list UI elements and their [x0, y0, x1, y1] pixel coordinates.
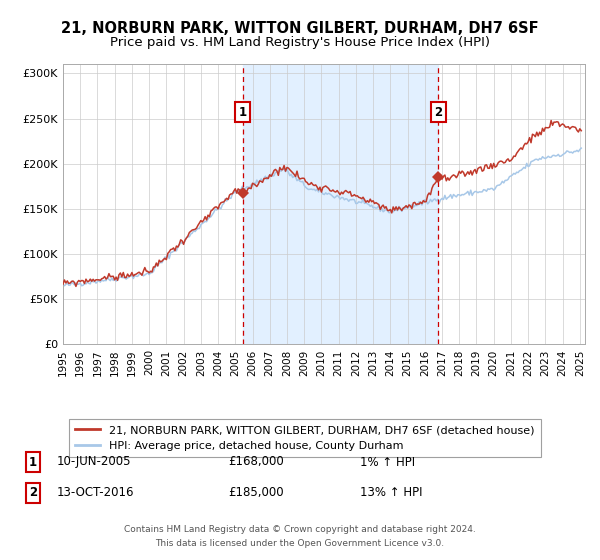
Text: 1% ↑ HPI: 1% ↑ HPI: [360, 455, 415, 469]
Text: Price paid vs. HM Land Registry's House Price Index (HPI): Price paid vs. HM Land Registry's House …: [110, 36, 490, 49]
Text: £168,000: £168,000: [228, 455, 284, 469]
Text: This data is licensed under the Open Government Licence v3.0.: This data is licensed under the Open Gov…: [155, 539, 445, 548]
Text: 10-JUN-2005: 10-JUN-2005: [57, 455, 131, 469]
Text: 1: 1: [239, 105, 247, 119]
Text: £185,000: £185,000: [228, 486, 284, 500]
Text: 21, NORBURN PARK, WITTON GILBERT, DURHAM, DH7 6SF: 21, NORBURN PARK, WITTON GILBERT, DURHAM…: [61, 21, 539, 36]
Legend: 21, NORBURN PARK, WITTON GILBERT, DURHAM, DH7 6SF (detached house), HPI: Average: 21, NORBURN PARK, WITTON GILBERT, DURHAM…: [68, 418, 541, 458]
Bar: [243, 64, 438, 344]
Text: 13% ↑ HPI: 13% ↑ HPI: [360, 486, 422, 500]
Text: 13-OCT-2016: 13-OCT-2016: [57, 486, 134, 500]
Text: 2: 2: [29, 486, 37, 500]
Text: 1: 1: [29, 455, 37, 469]
Text: Contains HM Land Registry data © Crown copyright and database right 2024.: Contains HM Land Registry data © Crown c…: [124, 525, 476, 534]
Text: 2: 2: [434, 105, 442, 119]
